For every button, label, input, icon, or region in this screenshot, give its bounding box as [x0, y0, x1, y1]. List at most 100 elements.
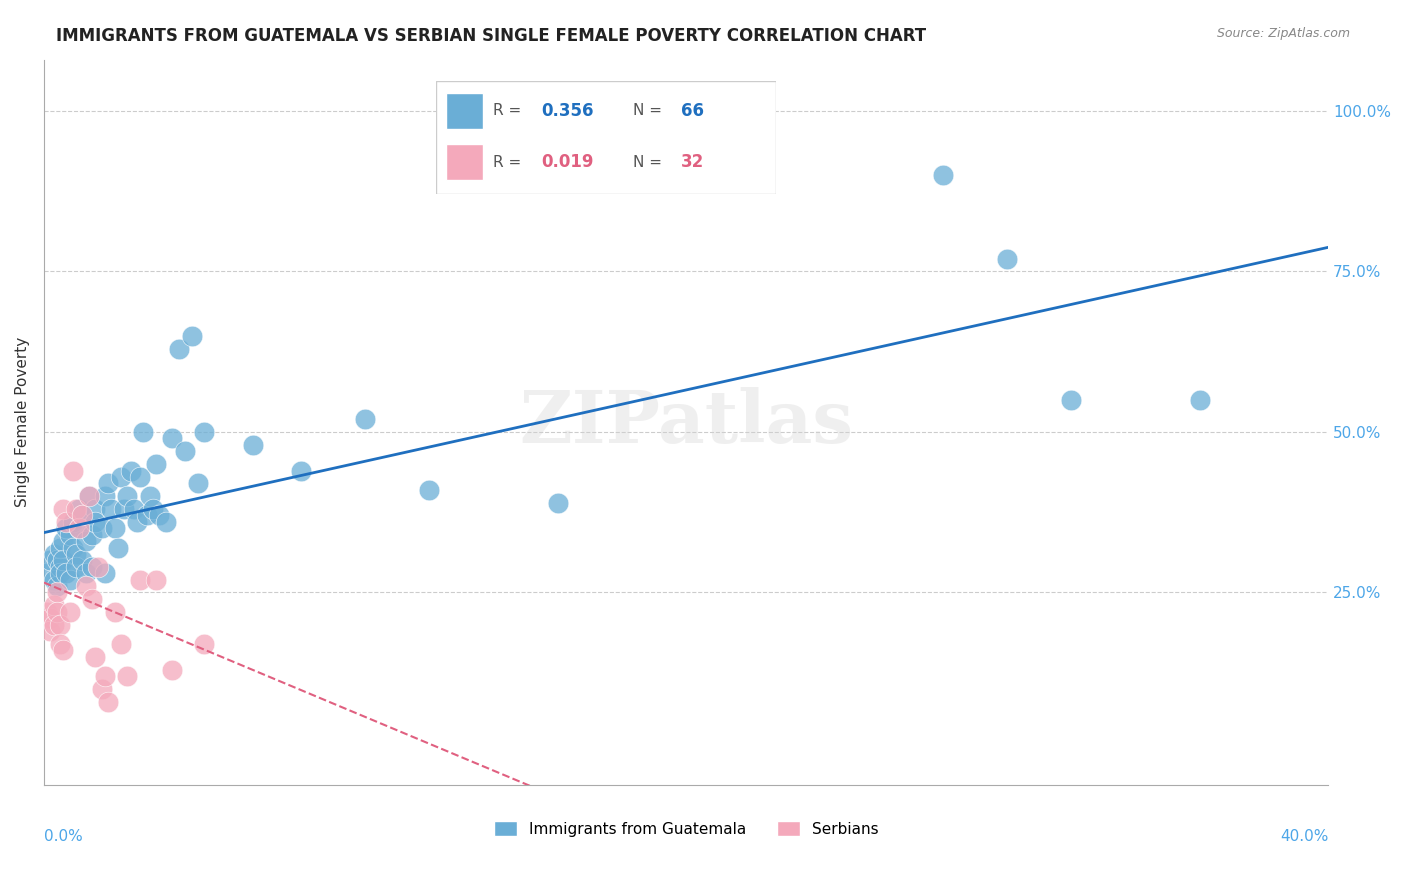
Point	[67, 502, 90, 516]
Point	[62, 541, 84, 555]
Point	[354, 412, 377, 426]
Point	[129, 470, 152, 484]
Point	[125, 515, 148, 529]
Point	[129, 573, 152, 587]
Point	[84, 649, 107, 664]
Point	[110, 637, 132, 651]
Point	[58, 573, 80, 587]
Point	[193, 425, 215, 439]
Point	[103, 521, 125, 535]
Point	[932, 168, 955, 182]
Point	[117, 489, 139, 503]
Text: Source: ZipAtlas.com: Source: ZipAtlas.com	[1216, 27, 1350, 40]
Point	[107, 541, 129, 555]
Point	[122, 502, 145, 516]
Point	[72, 508, 94, 523]
Point	[547, 495, 569, 509]
Point	[142, 502, 165, 516]
Point	[72, 508, 94, 523]
Text: IMMIGRANTS FROM GUATEMALA VS SERBIAN SINGLE FEMALE POVERTY CORRELATION CHART: IMMIGRANTS FROM GUATEMALA VS SERBIAN SIN…	[56, 27, 927, 45]
Point	[42, 547, 65, 561]
Point	[80, 527, 103, 541]
Point	[39, 624, 62, 638]
Point	[100, 502, 122, 516]
Point	[1188, 392, 1211, 407]
Point	[103, 605, 125, 619]
Point	[35, 605, 58, 619]
Point	[145, 573, 167, 587]
Point	[58, 527, 80, 541]
Point	[94, 489, 117, 503]
Point	[162, 663, 184, 677]
Point	[42, 573, 65, 587]
Point	[120, 463, 142, 477]
Point	[139, 489, 162, 503]
Point	[97, 695, 120, 709]
Point	[75, 566, 97, 581]
Point	[35, 566, 58, 581]
Point	[187, 476, 209, 491]
Point	[117, 669, 139, 683]
Point	[242, 438, 264, 452]
Point	[148, 508, 170, 523]
Point	[84, 502, 107, 516]
Point	[49, 637, 72, 651]
Point	[67, 521, 90, 535]
Point	[174, 444, 197, 458]
Point	[49, 559, 72, 574]
Point	[65, 559, 87, 574]
Point	[58, 605, 80, 619]
Point	[55, 521, 77, 535]
Point	[49, 541, 72, 555]
Y-axis label: Single Female Poverty: Single Female Poverty	[15, 337, 30, 508]
Point	[52, 553, 75, 567]
Point	[1060, 392, 1083, 407]
Text: ZIPatlas: ZIPatlas	[519, 387, 853, 458]
Point	[90, 521, 112, 535]
Point	[62, 515, 84, 529]
Point	[132, 425, 155, 439]
Point	[42, 599, 65, 613]
Point	[167, 342, 190, 356]
Point	[84, 515, 107, 529]
Point	[162, 431, 184, 445]
Point	[94, 669, 117, 683]
Point	[145, 457, 167, 471]
Point	[39, 553, 62, 567]
Point	[75, 579, 97, 593]
Point	[65, 502, 87, 516]
Point	[87, 559, 110, 574]
Point	[80, 591, 103, 606]
Point	[45, 553, 67, 567]
Point	[62, 463, 84, 477]
Text: 40.0%: 40.0%	[1279, 829, 1329, 844]
Point	[155, 515, 177, 529]
Point	[55, 515, 77, 529]
Point	[193, 637, 215, 651]
Text: 0.0%: 0.0%	[44, 829, 83, 844]
Point	[52, 534, 75, 549]
Point	[180, 328, 202, 343]
Point	[135, 508, 157, 523]
Point	[39, 611, 62, 625]
Point	[290, 463, 312, 477]
Point	[77, 489, 100, 503]
Point	[45, 585, 67, 599]
Point	[94, 566, 117, 581]
Point	[75, 534, 97, 549]
Point	[72, 553, 94, 567]
Point	[110, 470, 132, 484]
Point	[42, 617, 65, 632]
Point	[45, 579, 67, 593]
Point	[45, 605, 67, 619]
Point	[90, 681, 112, 696]
Point	[67, 521, 90, 535]
Point	[80, 559, 103, 574]
Point	[52, 502, 75, 516]
Point	[112, 502, 135, 516]
Point	[49, 566, 72, 581]
Point	[418, 483, 440, 497]
Legend: Immigrants from Guatemala, Serbians: Immigrants from Guatemala, Serbians	[488, 814, 884, 843]
Point	[77, 489, 100, 503]
Point	[97, 476, 120, 491]
